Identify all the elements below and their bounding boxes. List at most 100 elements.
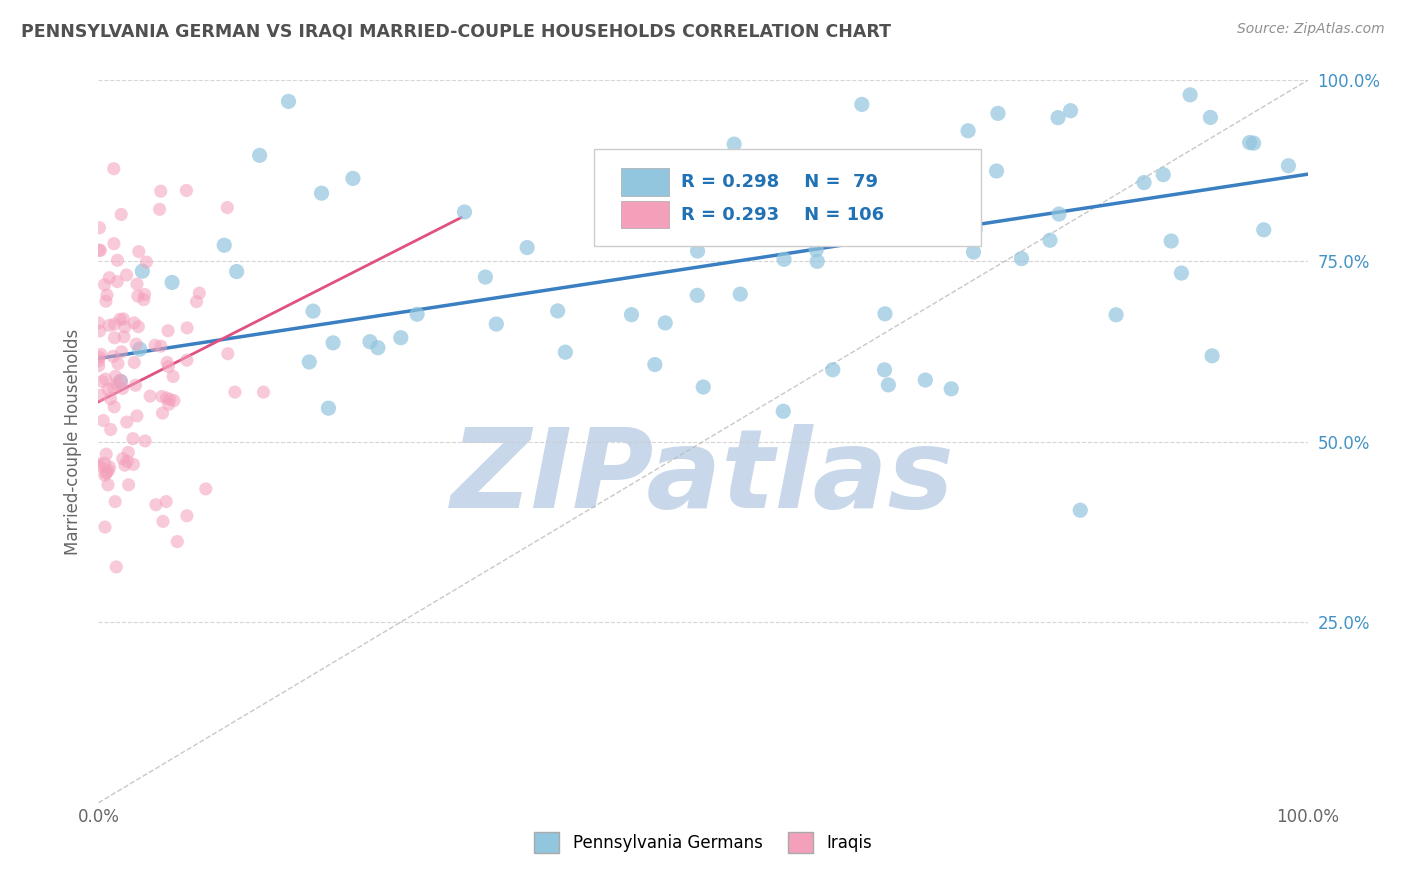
- Point: [87, 316, 110, 330]
- Point: [277, 95, 299, 109]
- Point: [105, 377, 128, 392]
- Point: [103, 381, 125, 395]
- Point: [155, 494, 177, 508]
- Point: [152, 515, 174, 529]
- Point: [139, 389, 162, 403]
- Point: [877, 377, 900, 392]
- Point: [87, 354, 110, 368]
- Point: [155, 391, 177, 405]
- Point: [91, 413, 114, 427]
- Point: [389, 331, 412, 345]
- Point: [1253, 223, 1275, 237]
- Point: [1152, 168, 1174, 182]
- Point: [686, 288, 709, 302]
- Point: [1039, 233, 1062, 247]
- Point: [1241, 59, 1264, 73]
- Text: R = 0.298    N =  79: R = 0.298 N = 79: [682, 173, 879, 191]
- Point: [97, 463, 120, 477]
- Point: [224, 384, 246, 399]
- Point: [176, 321, 198, 335]
- Point: [1105, 308, 1128, 322]
- Point: [772, 404, 794, 418]
- Point: [104, 369, 127, 384]
- Point: [302, 304, 325, 318]
- Point: [1069, 503, 1091, 517]
- Point: [125, 409, 148, 423]
- Point: [111, 451, 134, 466]
- Point: [122, 316, 145, 330]
- Point: [1133, 176, 1156, 190]
- Point: [311, 186, 333, 201]
- Point: [162, 369, 184, 384]
- Point: [115, 415, 138, 429]
- Point: [124, 378, 146, 392]
- Point: [453, 205, 475, 219]
- Point: [485, 317, 508, 331]
- Point: [986, 164, 1008, 178]
- Point: [100, 423, 122, 437]
- Point: [104, 494, 127, 508]
- Point: [91, 375, 114, 389]
- Point: [644, 358, 666, 372]
- Point: [103, 161, 125, 176]
- Point: [110, 207, 132, 221]
- Point: [89, 351, 111, 365]
- Point: [103, 318, 125, 332]
- Point: [367, 341, 389, 355]
- Point: [359, 334, 381, 349]
- Point: [946, 151, 969, 165]
- Point: [692, 380, 714, 394]
- Point: [101, 350, 124, 364]
- Point: [117, 445, 139, 459]
- Point: [212, 238, 235, 252]
- Point: [115, 268, 138, 282]
- Point: [679, 164, 702, 178]
- Text: Source: ZipAtlas.com: Source: ZipAtlas.com: [1237, 22, 1385, 37]
- Point: [654, 316, 676, 330]
- Point: [90, 347, 112, 361]
- Point: [103, 236, 125, 251]
- Point: [298, 355, 321, 369]
- Point: [100, 392, 122, 406]
- Legend: Pennsylvania Germans, Iraqis: Pennsylvania Germans, Iraqis: [527, 826, 879, 860]
- Point: [87, 459, 110, 474]
- Point: [225, 264, 247, 278]
- Point: [1199, 111, 1222, 125]
- Point: [686, 244, 709, 258]
- Point: [125, 277, 148, 292]
- Point: [873, 307, 896, 321]
- Point: [851, 97, 873, 112]
- Point: [1243, 136, 1265, 150]
- Point: [949, 155, 972, 169]
- FancyBboxPatch shape: [595, 149, 981, 246]
- Point: [117, 478, 139, 492]
- Point: [89, 324, 111, 338]
- Point: [97, 478, 120, 492]
- Point: [110, 375, 132, 389]
- Bar: [621, 201, 669, 228]
- Point: [122, 432, 145, 446]
- Point: [145, 498, 167, 512]
- Point: [1160, 234, 1182, 248]
- Point: [127, 319, 149, 334]
- Point: [806, 254, 828, 268]
- Point: [110, 344, 132, 359]
- Point: [107, 357, 129, 371]
- Point: [108, 312, 131, 326]
- Point: [115, 454, 138, 468]
- Point: [112, 329, 135, 343]
- Point: [132, 293, 155, 307]
- Point: [157, 359, 180, 374]
- Point: [773, 252, 796, 267]
- Point: [97, 382, 120, 396]
- Point: [472, 59, 495, 73]
- Point: [176, 353, 198, 368]
- Point: [103, 331, 125, 345]
- Point: [696, 174, 718, 188]
- Point: [1011, 252, 1033, 266]
- Point: [159, 392, 181, 407]
- Point: [112, 312, 135, 326]
- Point: [723, 137, 745, 152]
- Point: [901, 193, 924, 207]
- Point: [96, 465, 118, 479]
